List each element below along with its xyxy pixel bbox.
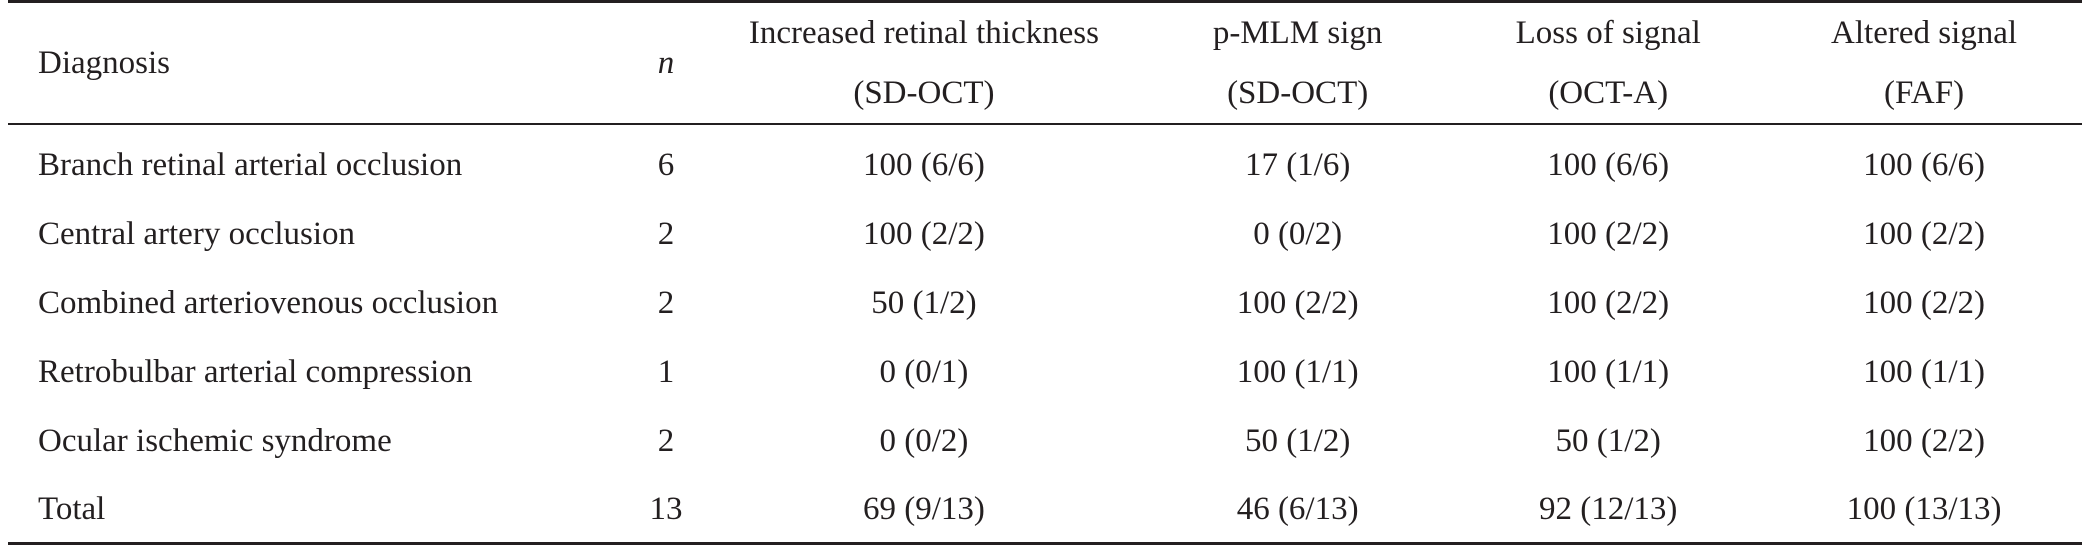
cell-pmlm-sign: 46 (6/13) (1236, 490, 1359, 527)
cell-n: 1 (657, 354, 675, 390)
cell-altered-signal: 100 (2/2) (1863, 216, 1986, 252)
header-pmlm-sign-title: p-MLM sign (1212, 15, 1383, 51)
cell-loss-of-signal: 100 (6/6) (1547, 147, 1670, 183)
cell-altered-signal: 100 (6/6) (1863, 147, 1986, 183)
header-pmlm-sign: p-MLM sign (SD-OCT) (1145, 2, 1450, 125)
cell-retinal-thickness: 0 (0/2) (879, 423, 969, 459)
cell-retinal-thickness: 69 (9/13) (862, 490, 985, 527)
cell-retinal-thickness: 50 (1/2) (871, 285, 977, 321)
header-n: n (657, 44, 675, 81)
cell-loss-of-signal: 100 (1/1) (1547, 354, 1670, 390)
header-loss-of-signal-method: (OCT-A) (1548, 75, 1669, 111)
results-table: Diagnosis n Increased retinal thickness … (8, 0, 2082, 545)
header-retinal-thickness-method: (SD-OCT) (853, 75, 995, 111)
cell-retinal-thickness: 0 (0/1) (879, 354, 969, 390)
header-loss-of-signal: Loss of signal (OCT-A) (1450, 2, 1766, 125)
header-altered-signal-method: (FAF) (1884, 75, 1965, 111)
header-row: Diagnosis n Increased retinal thickness … (8, 1, 2082, 125)
table-body: Branch retinal arterial occlusion 6 100 … (8, 124, 2082, 544)
table-row: Ocular ischemic syndrome 2 0 (0/2) 50 (1… (8, 407, 2082, 476)
cell-pmlm-sign: 17 (1/6) (1244, 147, 1351, 183)
table-row: Combined arteriovenous occlusion 2 50 (1… (8, 269, 2082, 338)
cell-pmlm-sign: 100 (2/2) (1236, 285, 1359, 321)
cell-altered-signal: 100 (1/1) (1863, 354, 1986, 390)
cell-loss-of-signal: 100 (2/2) (1547, 285, 1670, 321)
cell-altered-signal: 100 (13/13) (1846, 490, 2002, 527)
header-retinal-thickness: Increased retinal thickness (SD-OCT) (703, 2, 1145, 125)
cell-pmlm-sign: 100 (1/1) (1236, 354, 1359, 390)
header-altered-signal-title: Altered signal (1831, 15, 2018, 51)
cell-diagnosis: Central artery occlusion (38, 216, 356, 252)
header-altered-signal: Altered signal (FAF) (1766, 2, 2082, 125)
cell-pmlm-sign: 50 (1/2) (1244, 423, 1351, 459)
cell-n: 6 (657, 147, 675, 183)
cell-pmlm-sign: 0 (0/2) (1253, 216, 1343, 252)
header-diagnosis: Diagnosis (38, 44, 170, 81)
table-row: Branch retinal arterial occlusion 6 100 … (8, 124, 2082, 200)
cell-diagnosis: Branch retinal arterial occlusion (38, 147, 463, 183)
total-row: Total 13 69 (9/13) 46 (6/13) 92 (12/13) … (8, 476, 2082, 544)
table-row: Central artery occlusion 2 100 (2/2) 0 (… (8, 200, 2082, 269)
table-header: Diagnosis n Increased retinal thickness … (8, 1, 2082, 125)
cell-n: 13 (649, 490, 683, 527)
cell-altered-signal: 100 (2/2) (1863, 423, 1986, 459)
header-loss-of-signal-title: Loss of signal (1515, 15, 1701, 51)
cell-loss-of-signal: 50 (1/2) (1555, 423, 1661, 459)
cell-diagnosis: Ocular ischemic syndrome (38, 423, 392, 459)
cell-n: 2 (657, 285, 675, 321)
cell-loss-of-signal: 92 (12/13) (1539, 490, 1678, 527)
cell-loss-of-signal: 100 (2/2) (1547, 216, 1670, 252)
cell-retinal-thickness: 100 (6/6) (862, 147, 985, 183)
cell-altered-signal: 100 (2/2) (1863, 285, 1986, 321)
cell-n: 2 (657, 216, 675, 252)
header-retinal-thickness-title: Increased retinal thickness (748, 15, 1099, 51)
header-pmlm-sign-method: (SD-OCT) (1227, 75, 1369, 111)
table-row: Retrobulbar arterial compression 1 0 (0/… (8, 338, 2082, 407)
cell-diagnosis: Total (38, 490, 106, 527)
cell-diagnosis: Combined arteriovenous occlusion (38, 285, 499, 321)
cell-n: 2 (657, 423, 675, 459)
cell-retinal-thickness: 100 (2/2) (862, 216, 985, 252)
cell-diagnosis: Retrobulbar arterial compression (38, 354, 473, 390)
